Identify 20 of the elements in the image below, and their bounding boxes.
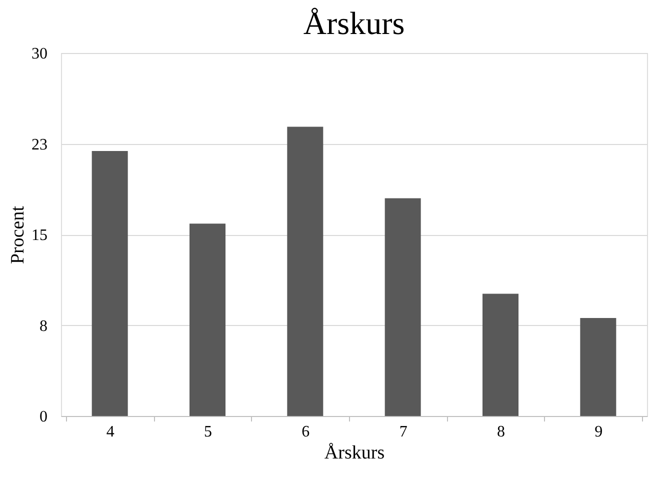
x-tick-label: 9 [594,424,603,440]
bar [580,318,616,416]
y-tick-label: 30 [32,46,48,62]
x-axis-title: Årskurs [324,442,385,464]
bar [92,151,128,416]
bar [384,198,421,416]
y-tick-label: 23 [32,136,48,154]
chart-title: Årskurs [303,5,405,41]
y-tick-label: 15 [32,227,48,244]
y-tick-label: 0 [40,408,48,426]
bar [190,224,226,416]
x-tick-label: 4 [106,424,114,440]
bar [287,126,324,416]
y-axis-title: Procent [8,205,28,264]
x-tick-label: 8 [497,424,505,440]
x-tick-label: 7 [399,424,408,440]
y-tick-label: 8 [40,318,48,335]
bar [482,294,518,416]
x-tick-label: 5 [204,424,212,440]
x-tick-label: 6 [302,424,310,440]
